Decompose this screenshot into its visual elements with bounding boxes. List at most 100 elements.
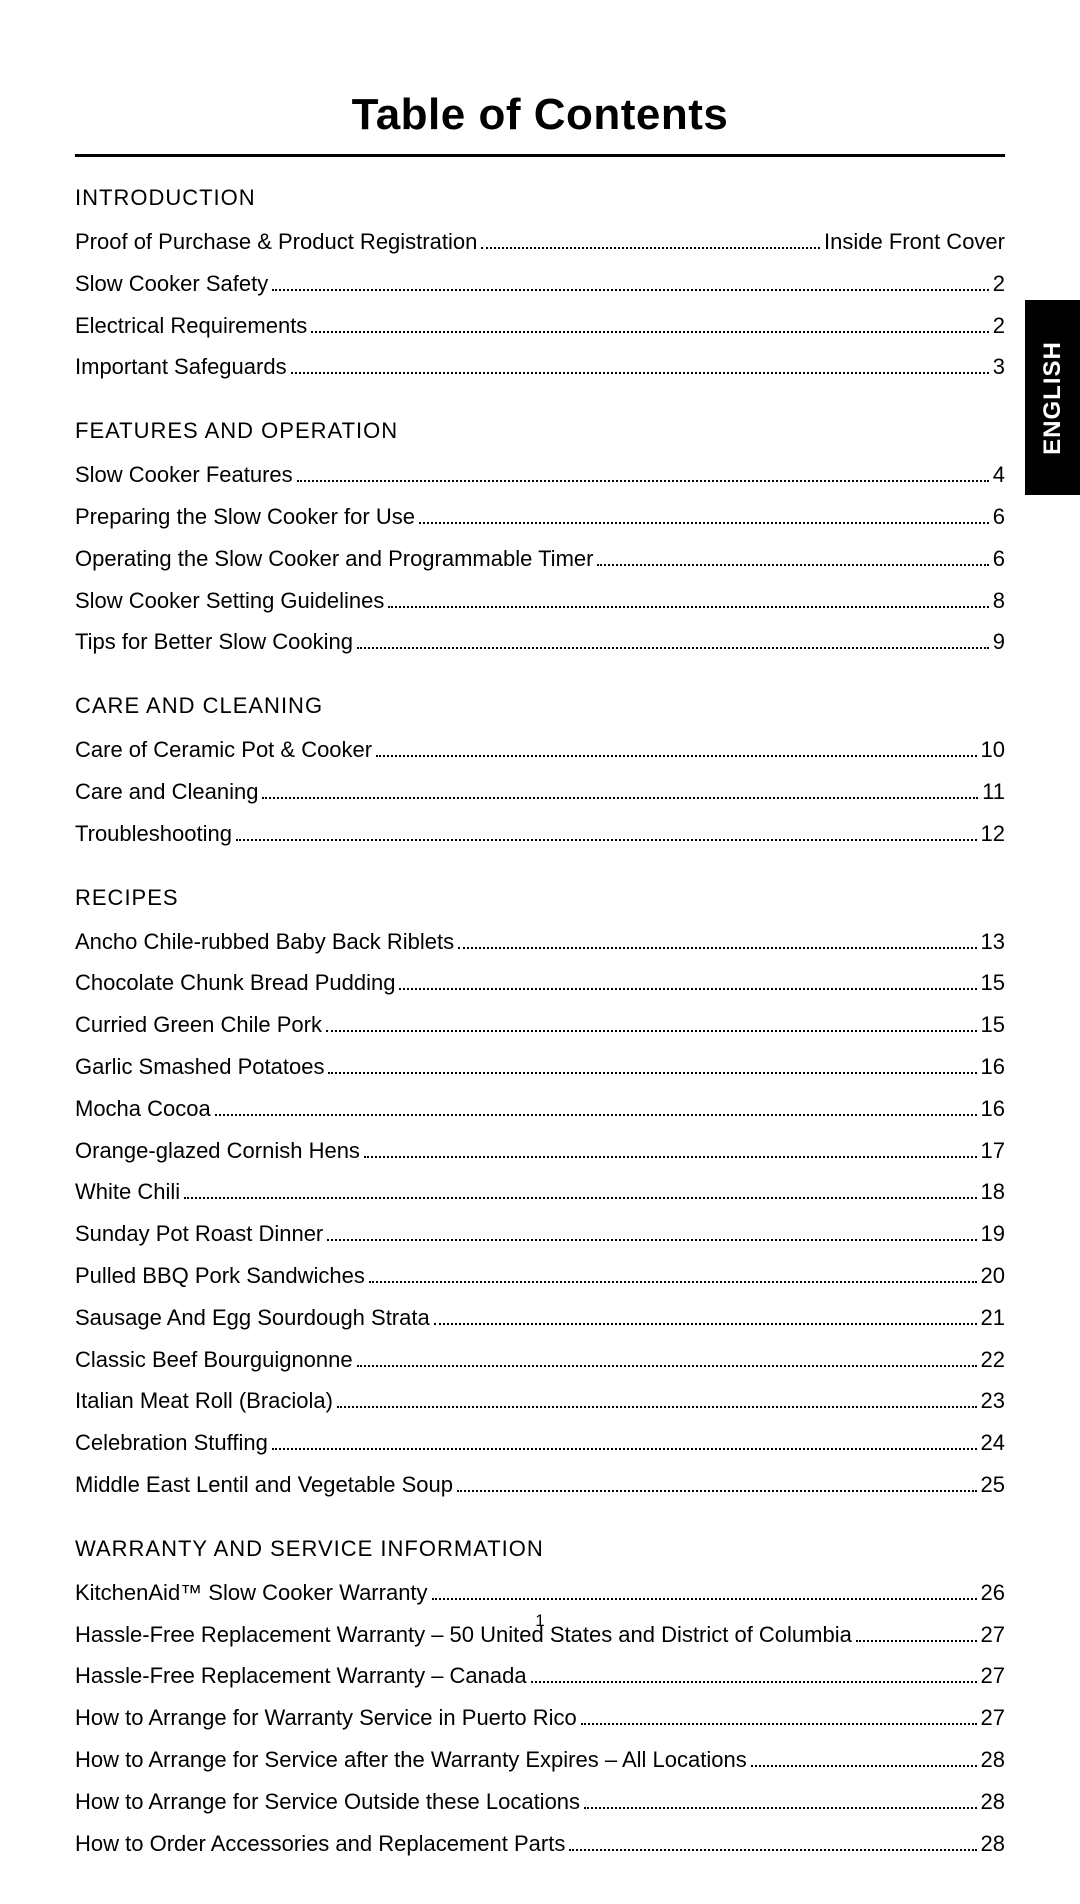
toc-entry-label: Orange-glazed Cornish Hens: [75, 1130, 360, 1172]
toc-entry-label: Electrical Requirements: [75, 305, 307, 347]
toc-entry-page: 15: [981, 962, 1005, 1004]
toc-entry-page: 4: [993, 454, 1005, 496]
toc-entry-page: 9: [993, 621, 1005, 663]
toc-entry: Hassle-Free Replacement Warranty – Canad…: [75, 1655, 1005, 1697]
toc-entry-page: 20: [981, 1255, 1005, 1297]
toc-entry-label: Classic Beef Bourguignonne: [75, 1339, 353, 1381]
toc-entry: Chocolate Chunk Bread Pudding 15: [75, 962, 1005, 1004]
toc-leader-dots: [584, 1807, 976, 1809]
toc-entry: Orange-glazed Cornish Hens 17: [75, 1130, 1005, 1172]
toc-entry-label: Preparing the Slow Cooker for Use: [75, 496, 415, 538]
toc-entry-page: 2: [993, 263, 1005, 305]
toc-entry-page: 3: [993, 346, 1005, 388]
toc-entry: Troubleshooting 12: [75, 813, 1005, 855]
toc-leader-dots: [531, 1681, 977, 1683]
toc-leader-dots: [291, 372, 989, 374]
toc-entry: Classic Beef Bourguignonne 22: [75, 1339, 1005, 1381]
toc-entry: KitchenAid™ Slow Cooker Warranty 26: [75, 1572, 1005, 1614]
section-heading: WARRANTY AND SERVICE INFORMATION: [75, 1536, 1005, 1562]
toc-entry-page: 15: [981, 1004, 1005, 1046]
page-title: Table of Contents: [75, 90, 1005, 140]
toc-entry-label: White Chili: [75, 1171, 180, 1213]
toc-entry: How to Arrange for Warranty Service in P…: [75, 1697, 1005, 1739]
toc-entry: Important Safeguards 3: [75, 346, 1005, 388]
toc-leader-dots: [376, 755, 976, 757]
toc-leader-dots: [364, 1156, 977, 1158]
toc-entry: Tips for Better Slow Cooking9: [75, 621, 1005, 663]
toc-entry-page: 18: [981, 1171, 1005, 1213]
toc-leader-dots: [581, 1723, 977, 1725]
toc-leader-dots: [311, 331, 988, 333]
toc-entry-page: 28: [981, 1823, 1005, 1865]
toc-entry-page: 6: [993, 538, 1005, 580]
toc-entry-label: Operating the Slow Cooker and Programmab…: [75, 538, 593, 580]
toc-entry-label: Troubleshooting: [75, 813, 232, 855]
toc-entry-label: Slow Cooker Setting Guidelines: [75, 580, 384, 622]
toc-entry-page: 26: [981, 1572, 1005, 1614]
toc-entry: Ancho Chile-rubbed Baby Back Riblets13: [75, 921, 1005, 963]
toc-entry-page: 19: [981, 1213, 1005, 1255]
section-heading: RECIPES: [75, 885, 1005, 911]
toc-leader-dots: [481, 247, 820, 249]
toc-leader-dots: [434, 1323, 977, 1325]
toc-entry-label: Important Safeguards: [75, 346, 287, 388]
toc-entry-page: 27: [981, 1697, 1005, 1739]
toc-entry-label: Chocolate Chunk Bread Pudding: [75, 962, 395, 1004]
toc-entry-label: How to Order Accessories and Replacement…: [75, 1823, 565, 1865]
toc-entry: How to Arrange for Service Outside these…: [75, 1781, 1005, 1823]
toc-entry-page: 12: [981, 813, 1005, 855]
toc-entry-label: How to Arrange for Service after the War…: [75, 1739, 747, 1781]
toc-entry: Sunday Pot Roast Dinner19: [75, 1213, 1005, 1255]
toc-entry-page: 22: [981, 1339, 1005, 1381]
toc-leader-dots: [458, 947, 976, 949]
toc-entry-label: Sausage And Egg Sourdough Strata: [75, 1297, 430, 1339]
toc-entry-label: Middle East Lentil and Vegetable Soup: [75, 1464, 453, 1506]
toc-entry: Electrical Requirements2: [75, 305, 1005, 347]
toc-leader-dots: [357, 1365, 977, 1367]
toc-entry-page: 8: [993, 580, 1005, 622]
toc-entry-page: 16: [981, 1046, 1005, 1088]
toc-entry-label: Hassle-Free Replacement Warranty – Canad…: [75, 1655, 527, 1697]
toc-entry: Italian Meat Roll (Braciola)23: [75, 1380, 1005, 1422]
toc-entry: White Chili 18: [75, 1171, 1005, 1213]
toc-entry-page: 21: [981, 1297, 1005, 1339]
toc-entry-label: Mocha Cocoa: [75, 1088, 211, 1130]
toc-entry-label: Slow Cooker Safety: [75, 263, 268, 305]
toc-entry-label: Italian Meat Roll (Braciola): [75, 1380, 333, 1422]
toc-entry: How to Order Accessories and Replacement…: [75, 1823, 1005, 1865]
section-heading: FEATURES AND OPERATION: [75, 418, 1005, 444]
toc-leader-dots: [337, 1406, 977, 1408]
toc-entry: Proof of Purchase & Product Registration…: [75, 221, 1005, 263]
section-heading: INTRODUCTION: [75, 185, 1005, 211]
toc-entry: How to Arrange for Service after the War…: [75, 1739, 1005, 1781]
toc-leader-dots: [457, 1490, 977, 1492]
toc-entry-page: 28: [981, 1739, 1005, 1781]
toc-entry-page: 17: [981, 1130, 1005, 1172]
toc-entry-label: KitchenAid™ Slow Cooker Warranty: [75, 1572, 428, 1614]
toc-leader-dots: [272, 289, 989, 291]
toc-entry-page: 16: [981, 1088, 1005, 1130]
toc-leader-dots: [326, 1030, 977, 1032]
toc-entry: Garlic Smashed Potatoes 16: [75, 1046, 1005, 1088]
toc-entry: Preparing the Slow Cooker for Use 6: [75, 496, 1005, 538]
toc-entry: Operating the Slow Cooker and Programmab…: [75, 538, 1005, 580]
toc-entry-page: 27: [981, 1655, 1005, 1697]
toc-entry-label: Pulled BBQ Pork Sandwiches: [75, 1255, 365, 1297]
toc-leader-dots: [597, 564, 988, 566]
toc-leader-dots: [432, 1598, 977, 1600]
toc-leader-dots: [262, 797, 978, 799]
toc-entry-label: Garlic Smashed Potatoes: [75, 1046, 324, 1088]
toc-leader-dots: [327, 1239, 976, 1241]
toc-entry-page: 6: [993, 496, 1005, 538]
toc-entry-page: 25: [981, 1464, 1005, 1506]
toc-entry-label: How to Arrange for Service Outside these…: [75, 1781, 580, 1823]
toc-entry-label: How to Arrange for Warranty Service in P…: [75, 1697, 577, 1739]
toc-entry-page: 24: [981, 1422, 1005, 1464]
toc-leader-dots: [388, 606, 988, 608]
toc-leader-dots: [236, 839, 977, 841]
toc-entry: Celebration Stuffing24: [75, 1422, 1005, 1464]
toc-leader-dots: [272, 1448, 977, 1450]
toc-entry: Middle East Lentil and Vegetable Soup 25: [75, 1464, 1005, 1506]
toc-entry-page: 13: [981, 921, 1005, 963]
toc-entry-label: Proof of Purchase & Product Registration: [75, 221, 477, 263]
